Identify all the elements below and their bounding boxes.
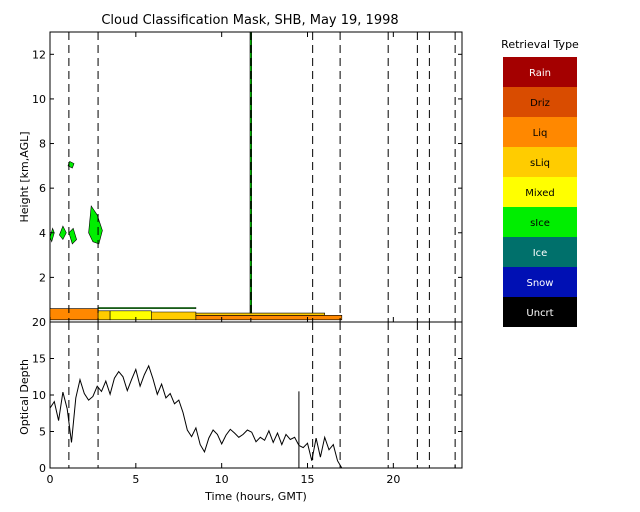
legend-items: Rain Driz Liq sLiq Mixed sIce Ice Snow Uncrt (503, 57, 577, 327)
od-y-tick-label: 5 (39, 426, 46, 439)
mask-region-sice-0 (49, 227, 55, 243)
mask-y-ticks: 2 4 6 8 10 12 (32, 48, 462, 284)
mask-region-liq-9 (195, 314, 343, 321)
mask-region-sliq-6 (97, 310, 111, 321)
legend-label-uncrt: Uncrt (526, 308, 553, 319)
mask-plot-area (49, 31, 463, 323)
od-dashed-lines (68, 322, 456, 468)
mask-y-tick-label: 4 (39, 227, 46, 240)
chart-title: Cloud Classification Mask, SHB, May 19, … (101, 13, 398, 28)
x-tick-label: 5 (132, 473, 139, 486)
optical-depth-series (49, 364, 343, 469)
mask-regions (49, 31, 343, 321)
mask-region-sice-2 (68, 227, 77, 245)
mask-region-mixed-7 (109, 310, 152, 321)
legend-title: Retrieval Type (501, 38, 579, 51)
mask-y-tick-label: 2 (39, 271, 46, 284)
optical-depth-panel: 0 5 10 15 20 0 5 10 15 20 Optical Depth Time (ho… (18, 316, 463, 503)
legend-label-sice: sIce (530, 218, 550, 229)
mask-region-liq-5 (49, 308, 99, 321)
od-y-ticks: 0 5 10 15 20 (32, 316, 462, 475)
od-y-tick-label: 20 (32, 316, 46, 329)
legend-swatch-sliq (503, 147, 577, 177)
mask-y-tick-label: 10 (32, 93, 46, 106)
od-spikes (298, 391, 456, 468)
legend-label-rain: Rain (529, 68, 551, 79)
legend-swatch-snow (503, 267, 577, 297)
x-tick-label: 10 (215, 473, 229, 486)
mask-region-sice-1 (59, 225, 67, 241)
od-y-axis-label: Optical Depth (18, 359, 31, 435)
legend: Retrieval Type Rain Driz Liq sLiq Mixed sIce I… (501, 38, 579, 327)
od-y-tick-label: 0 (39, 462, 46, 475)
mask-region-sliq-10 (195, 312, 326, 316)
legend-label-ice: Ice (533, 248, 548, 259)
legend-swatch-rain (503, 57, 577, 87)
mask-panel: 2 4 6 8 10 12 Height [km,AGL] (18, 31, 463, 323)
legend-label-liq: Liq (533, 128, 548, 139)
legend-swatch-liq (503, 117, 577, 147)
x-tick-label: 20 (386, 473, 400, 486)
legend-label-driz: Driz (530, 98, 550, 109)
mask-y-tick-label: 12 (32, 48, 46, 61)
legend-swatch-ice (503, 237, 577, 267)
legend-swatch-sice (503, 207, 577, 237)
x-tick-label: 15 (301, 473, 315, 486)
legend-label-sliq: sLiq (530, 158, 550, 169)
legend-swatch-driz (503, 87, 577, 117)
x-tick-label: 0 (47, 473, 54, 486)
mask-y-axis-label: Height [km,AGL] (18, 131, 31, 222)
legend-label-mixed: Mixed (525, 188, 555, 199)
od-y-tick-label: 15 (32, 353, 46, 366)
mask-x-ticks (49, 32, 394, 322)
legend-swatch-mixed (503, 177, 577, 207)
mask-y-tick-label: 8 (39, 138, 46, 151)
od-plot-area (49, 321, 463, 469)
mask-dashed-lines (68, 32, 456, 322)
mask-y-tick-label: 6 (39, 182, 46, 195)
od-x-ticks: 0 5 10 15 20 (47, 463, 400, 486)
x-axis-label: Time (hours, GMT) (204, 490, 307, 503)
legend-label-snow: Snow (527, 278, 554, 289)
mask-region-sice-11 (97, 307, 197, 309)
od-y-tick-label: 10 (32, 389, 46, 402)
mask-region-sice-3 (88, 205, 103, 245)
mask-region-sliq-8 (151, 311, 197, 321)
legend-swatch-uncrt (503, 297, 577, 327)
